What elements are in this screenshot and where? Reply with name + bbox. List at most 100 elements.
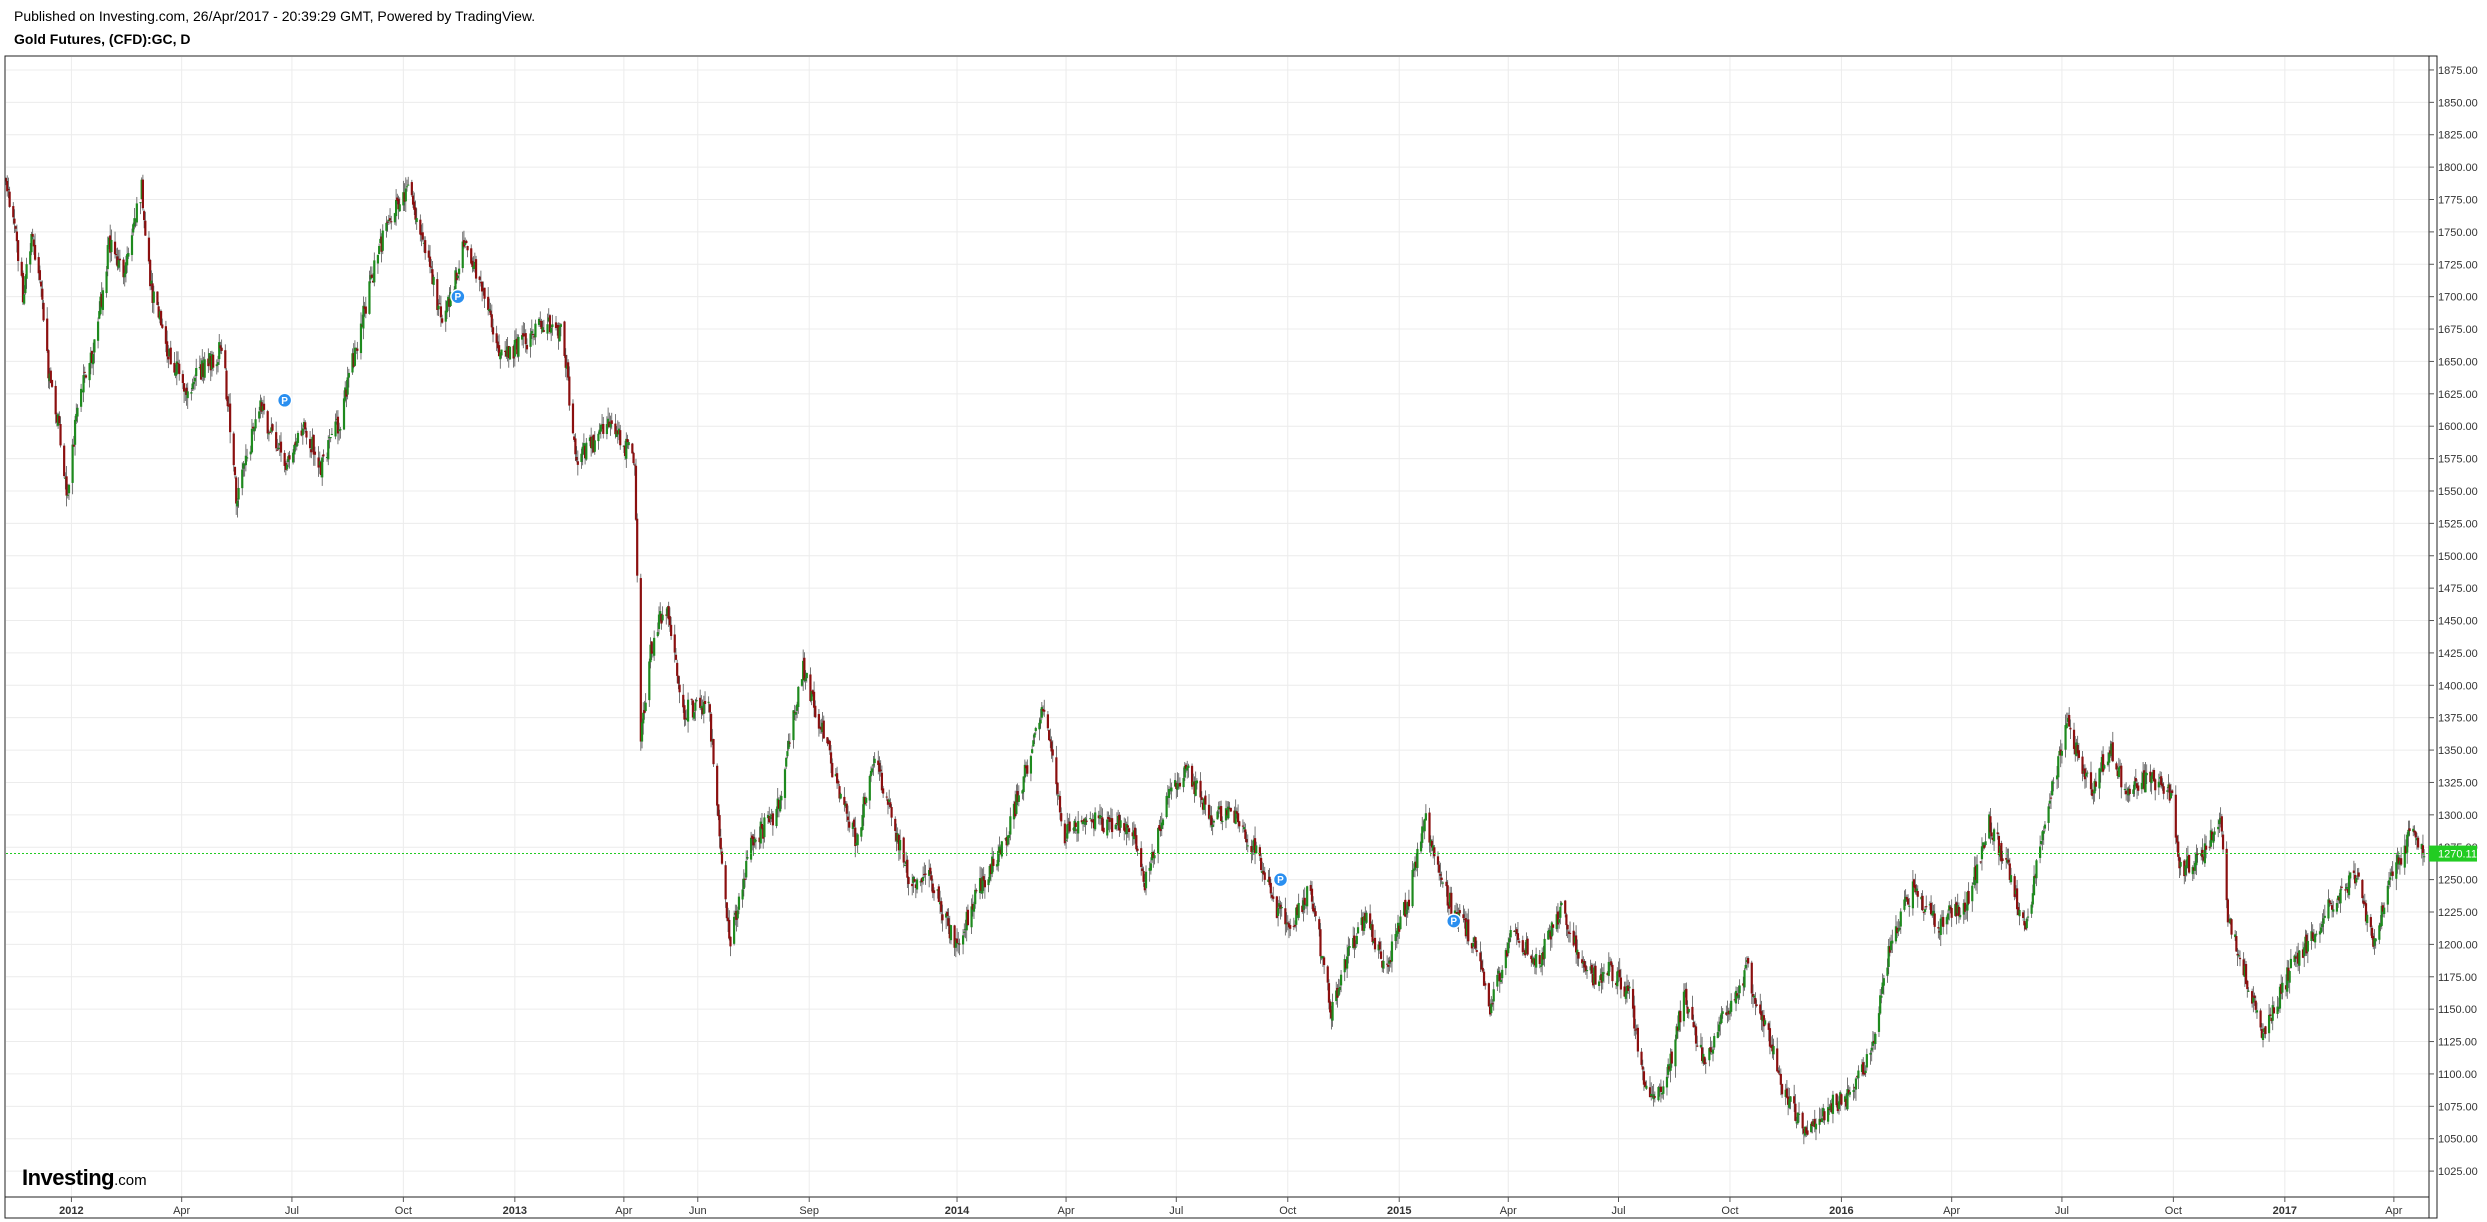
candle-body xyxy=(1801,1112,1804,1129)
candle-body xyxy=(2177,841,2180,857)
candle-body xyxy=(2001,858,2004,862)
candle-body xyxy=(1513,930,1516,932)
candle-body xyxy=(1362,916,1366,931)
candle-body xyxy=(491,327,495,335)
candle-body xyxy=(2289,958,2292,968)
candle-body xyxy=(66,494,69,496)
candle-body xyxy=(583,445,587,459)
candle-body xyxy=(224,350,227,369)
candle-body xyxy=(1199,780,1202,798)
candle-body xyxy=(2353,874,2357,884)
event-marker[interactable] xyxy=(276,392,293,409)
candle-body xyxy=(547,317,550,322)
time-axis[interactable]: 2012 Apr Jul Oct 2013 Apr Jun Sep 2014 Apr Jul Oct 2… xyxy=(59,1197,2403,1217)
x-tick-label: Oct xyxy=(1279,1205,1296,1217)
candle-body xyxy=(1602,972,1606,974)
candle-body xyxy=(1601,972,1604,982)
candle-body xyxy=(906,859,909,878)
candle-body xyxy=(2416,837,2420,848)
candle-body xyxy=(2304,936,2307,950)
candle-body xyxy=(633,464,636,466)
candle-body xyxy=(347,372,350,378)
candle-body xyxy=(922,877,925,881)
candle-body xyxy=(1508,938,1511,943)
candle-body xyxy=(1624,991,1627,999)
candle-body xyxy=(607,418,610,426)
price-axis[interactable]: 1875.00 1850.00 1825.00 1800.00 1775.00 1750.… xyxy=(2429,65,2478,1178)
candle-body xyxy=(2322,918,2325,924)
candle-body xyxy=(522,333,525,337)
candle-body xyxy=(1854,1078,1858,1090)
candle-body xyxy=(529,333,532,347)
candle-body xyxy=(1686,1006,1689,1014)
candle-body xyxy=(753,838,756,843)
candle-body xyxy=(243,464,246,466)
candle-body xyxy=(2102,754,2105,772)
candle-body xyxy=(1691,1006,1694,1020)
candle-body xyxy=(1999,845,2002,857)
candle-body xyxy=(1491,1003,1494,1005)
candle-body xyxy=(1073,820,1076,832)
candle-body xyxy=(2338,897,2341,901)
event-markers[interactable]: P P P P xyxy=(276,288,1462,929)
candle-body xyxy=(2013,876,2016,897)
candle-body xyxy=(164,326,168,344)
event-marker[interactable] xyxy=(1445,913,1462,929)
y-tick-label: 1500.00 xyxy=(2438,551,2478,563)
event-marker[interactable] xyxy=(1272,871,1289,888)
candle-body xyxy=(1860,1064,1864,1073)
y-tick-label: 1050.00 xyxy=(2438,1134,2478,1146)
candle-body xyxy=(885,796,888,798)
candle-body xyxy=(2379,923,2382,927)
candle-body xyxy=(2132,789,2135,794)
x-tick-label: Jul xyxy=(285,1205,299,1217)
candle-body xyxy=(2034,875,2037,878)
candle-body xyxy=(1090,819,1093,822)
candle-body xyxy=(1258,847,1262,856)
candle-body xyxy=(1241,825,1245,827)
candle-body xyxy=(1134,827,1137,837)
candle-body xyxy=(2167,784,2170,788)
candle-body xyxy=(971,903,974,910)
candle-body xyxy=(1937,927,1940,929)
candle-body xyxy=(588,437,592,442)
candle-body xyxy=(657,614,661,630)
candle-body xyxy=(329,437,332,439)
candle-body xyxy=(1708,1048,1711,1061)
candle-body xyxy=(1080,820,1083,823)
candle-body xyxy=(523,334,526,336)
candle-body xyxy=(1203,798,1206,810)
candle-body xyxy=(2236,953,2239,956)
candle-body xyxy=(1640,1051,1643,1065)
candle-body xyxy=(395,199,398,217)
candle-body xyxy=(2047,806,2050,823)
candle-body xyxy=(2041,831,2044,841)
candle-body xyxy=(1270,894,1274,898)
candle-body xyxy=(1853,1087,1856,1089)
candle-body xyxy=(1533,958,1537,966)
candle-body xyxy=(2106,761,2110,765)
candle-body xyxy=(902,837,905,863)
candle-body xyxy=(2242,959,2245,976)
candle-body xyxy=(1661,1093,1664,1095)
candle-body xyxy=(1388,960,1391,964)
candle-body xyxy=(1470,943,1474,949)
candle-body xyxy=(2110,743,2113,757)
candle-body xyxy=(1871,1041,1875,1046)
candle-body xyxy=(559,324,562,327)
event-marker[interactable] xyxy=(450,288,466,305)
candle-body xyxy=(48,373,51,382)
candle-body xyxy=(126,254,129,266)
candle-body xyxy=(2026,916,2030,918)
candle-body xyxy=(1377,944,1380,951)
candle-body xyxy=(2200,853,2203,856)
candle-body xyxy=(506,346,509,357)
candle-body xyxy=(717,804,720,817)
candle-body xyxy=(565,365,569,369)
candle-body xyxy=(2284,985,2288,990)
candle-body xyxy=(1651,1095,1654,1097)
candle-body xyxy=(59,424,62,446)
candle-body xyxy=(2387,880,2391,886)
candle-body xyxy=(693,712,696,719)
